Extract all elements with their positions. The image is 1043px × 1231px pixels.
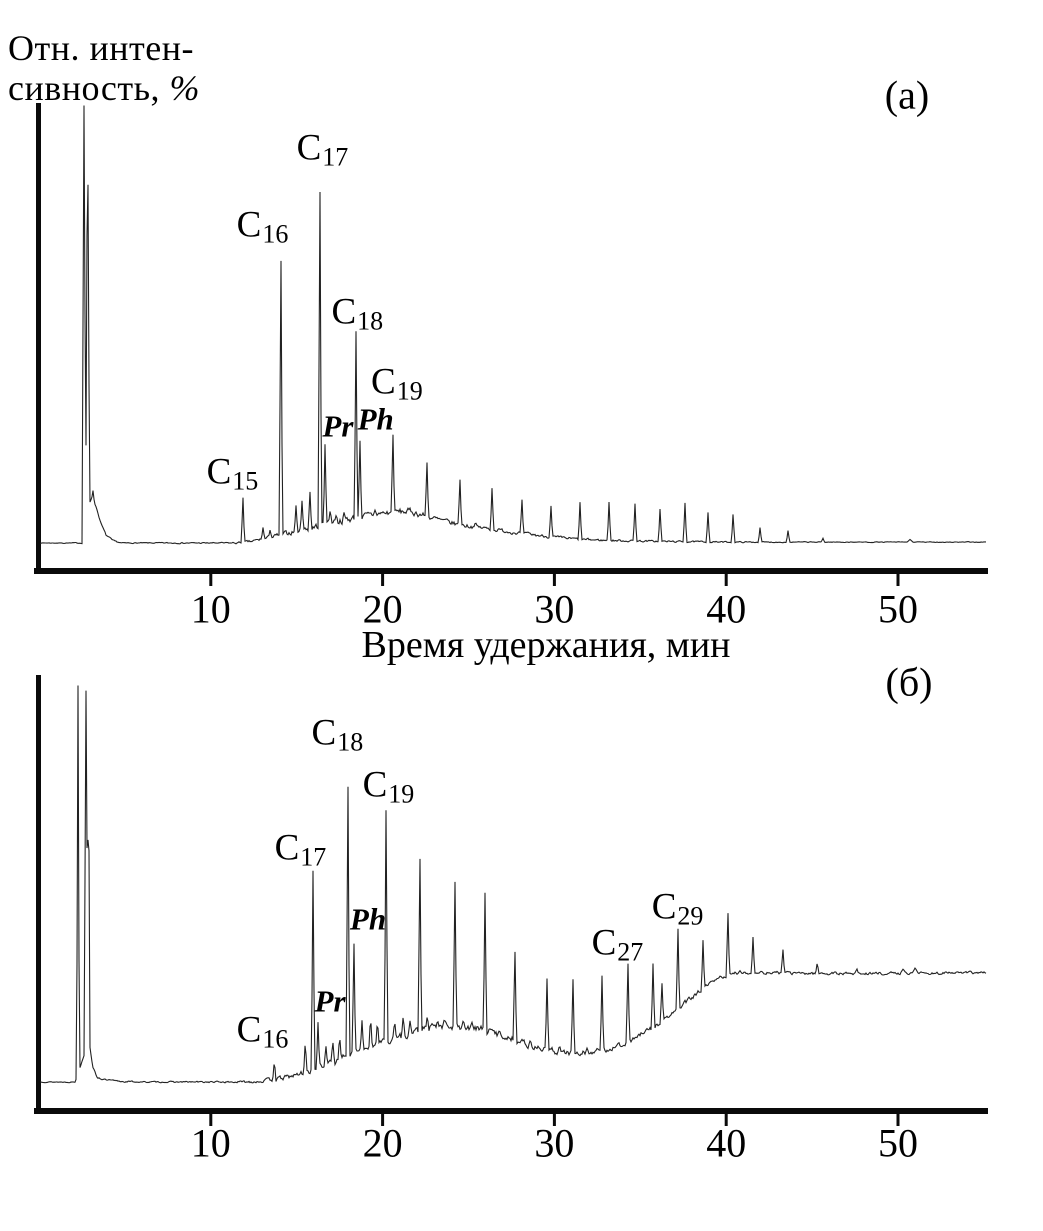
y-axis-title-line2: сивность, %: [8, 68, 201, 108]
x-tick-b-20: [381, 1114, 385, 1126]
x-tick-a-50: [896, 574, 900, 586]
x-tick-b-10: [209, 1114, 213, 1126]
x-tick-b-50: [896, 1114, 900, 1126]
panel-label-b: (б): [885, 659, 933, 705]
y-axis-title: Отн. интен- сивность, %: [8, 28, 200, 108]
x-tick-b-30: [552, 1114, 556, 1126]
x-tick-b-40: [724, 1114, 728, 1126]
panel-label-a: (а): [884, 72, 930, 118]
percent-sign: %: [169, 68, 201, 108]
y-axis-line-b: [36, 675, 41, 1114]
x-tick-a-30: [552, 574, 556, 586]
x-tick-a-40: [724, 574, 728, 586]
y-axis-line-a: [36, 103, 41, 574]
x-tick-a-20: [381, 574, 385, 586]
x-axis-line-b: [34, 1108, 988, 1114]
chromatogram-trace-a: [39, 105, 986, 545]
chromatogram-trace-b: [39, 685, 987, 1084]
y-axis-title-line1: Отн. интен-: [8, 28, 194, 68]
x-tick-a-10: [209, 574, 213, 586]
x-axis-title: Время удержания, мин: [361, 624, 731, 666]
x-axis-line-a: [34, 568, 988, 574]
